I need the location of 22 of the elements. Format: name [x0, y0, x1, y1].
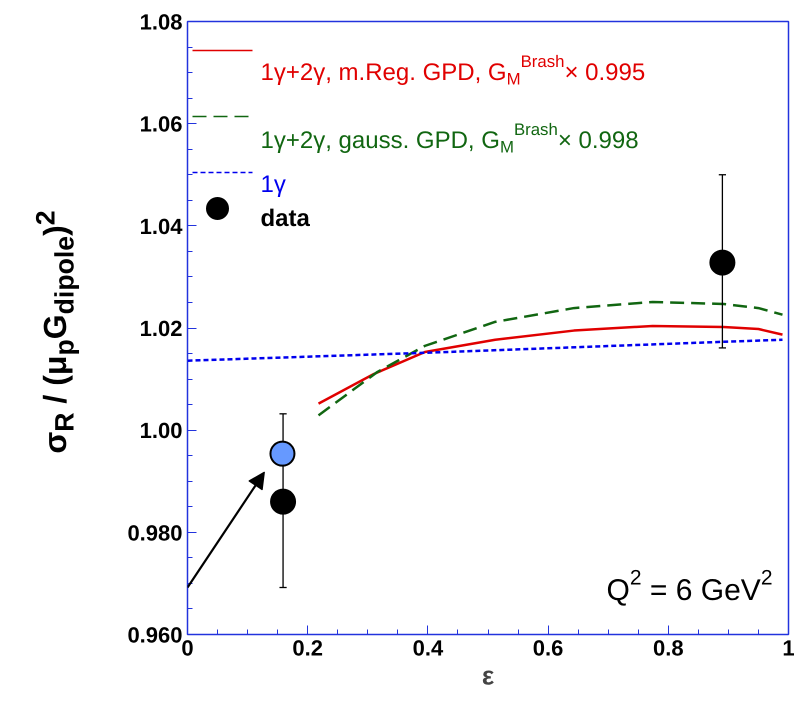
legend-label: 1γ	[260, 171, 286, 198]
x-tick-label: 0	[181, 636, 194, 660]
x-tick-label: 0.6	[532, 636, 564, 660]
point	[270, 488, 296, 515]
x-tick-label: 0.4	[412, 636, 444, 660]
y-tick-label: 1.02	[140, 316, 183, 341]
y-tick-label: 1.04	[140, 214, 184, 239]
y-tick-label: 0.980	[127, 520, 183, 546]
point	[269, 440, 296, 467]
x-tick-label: 0.8	[653, 636, 684, 660]
line-series	[188, 338, 784, 362]
y-tick-label: 1.00	[140, 418, 183, 444]
legend-label: data	[260, 205, 310, 232]
x-tick-label: 1	[782, 636, 795, 660]
x-tick-label: 0.2	[292, 636, 323, 660]
point	[709, 250, 736, 276]
y-tick-label: 1.06	[140, 112, 183, 137]
y-tick-label: 1.08	[140, 10, 183, 34]
line-series	[317, 300, 784, 417]
line-series	[317, 324, 784, 405]
y-tick-label: 0.960	[127, 622, 183, 648]
x-axis-title: ε	[482, 660, 494, 690]
